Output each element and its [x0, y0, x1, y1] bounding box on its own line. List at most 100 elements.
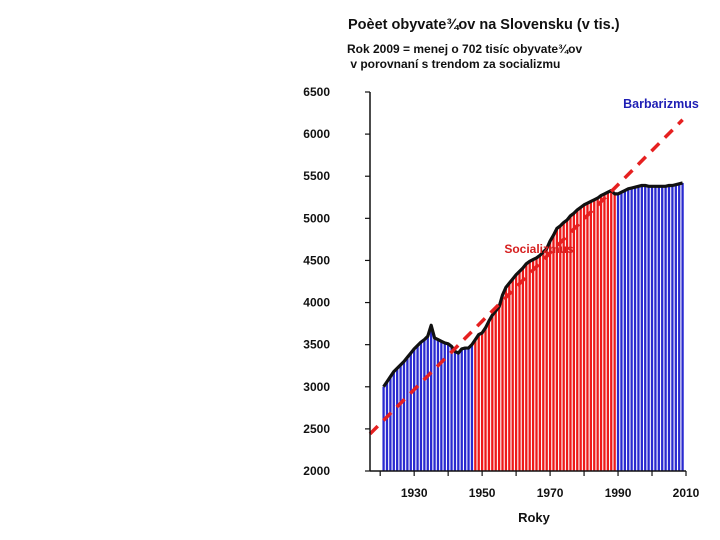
bar-1925: [396, 368, 399, 471]
bar-1994: [630, 188, 633, 471]
y-tick-label-5000: 5000: [303, 211, 330, 225]
bar-1923: [389, 376, 392, 471]
bar-1945: [463, 348, 467, 471]
bar-1995: [633, 187, 637, 472]
bar-1963: [525, 263, 528, 471]
bar-1951: [484, 327, 487, 471]
bar-1989: [613, 193, 616, 471]
bar-1921: [382, 386, 385, 471]
bar-1984: [596, 198, 599, 471]
bar-2000: [650, 186, 654, 471]
chart-subtitle-line-1: Rok 2009 = menej o 702 tisíc obyvate¾ov: [347, 42, 583, 56]
bar-1988: [610, 190, 613, 472]
bar-1971: [552, 235, 555, 471]
x-ticks: 1930 1950 1970 1990 2010: [379, 471, 700, 500]
bar-2002: [657, 186, 660, 471]
bar-1961: [518, 271, 521, 471]
x-tick-label-1970: 1970: [537, 486, 564, 500]
bar-1954: [494, 310, 497, 471]
x-tick-label-1990: 1990: [605, 486, 632, 500]
bar-1955: [497, 306, 501, 471]
bar-1966: [535, 257, 538, 471]
bar-1986: [603, 193, 606, 471]
bar-1976: [569, 215, 572, 471]
bar-1974: [562, 222, 565, 471]
bar-1942: [453, 351, 457, 471]
bar-1934: [426, 336, 429, 471]
bar-1978: [576, 209, 579, 471]
x-tick-label-1930: 1930: [401, 486, 428, 500]
bar-1929: [409, 353, 412, 471]
x-axis-label: Roky: [518, 510, 551, 525]
y-tick-label-6500: 6500: [303, 85, 330, 99]
bar-1997: [640, 185, 643, 472]
bar-1999: [647, 186, 650, 471]
bar-1926: [399, 364, 402, 471]
y-tick-label-4500: 4500: [303, 253, 330, 267]
bar-1980: [582, 204, 586, 472]
bar-1930: [413, 348, 416, 471]
bar-1996: [637, 186, 640, 471]
bar-1960: [514, 274, 518, 471]
bar-1938: [440, 341, 443, 471]
bar-1943: [457, 353, 460, 471]
bar-1967: [538, 255, 542, 471]
bar-1932: [419, 342, 423, 471]
y-tick-label-6000: 6000: [303, 127, 330, 141]
bar-2007: [674, 184, 677, 471]
bar-1941: [450, 346, 453, 471]
bar-1959: [511, 278, 514, 471]
y-tick-label-4000: 4000: [303, 296, 330, 310]
bar-1969: [545, 248, 548, 471]
bar-1992: [623, 190, 626, 472]
bar-1990: [616, 193, 620, 471]
bar-2005: [667, 185, 671, 472]
bar-2001: [654, 186, 657, 471]
bar-1979: [579, 207, 582, 471]
bar-1927: [402, 361, 406, 471]
bar-1946: [467, 348, 470, 471]
bar-1928: [406, 357, 409, 471]
bar-1944: [460, 348, 463, 471]
bar-1993: [627, 188, 630, 472]
y-tick-label-2500: 2500: [303, 422, 330, 436]
bar-1975: [565, 220, 569, 471]
bar-1962: [521, 268, 525, 471]
chart-title: Poèet obyvate¾ov na Slovensku (v tis.): [348, 17, 620, 33]
bar-2008: [678, 183, 681, 472]
bar-1982: [589, 201, 593, 472]
bar-1931: [416, 345, 419, 471]
bar-1970: [548, 241, 552, 471]
bar-1956: [501, 294, 504, 471]
bar-1987: [606, 192, 609, 471]
bar-1937: [436, 339, 440, 471]
x-tick-label-2010: 2010: [673, 486, 700, 500]
bar-1933: [423, 339, 426, 471]
y-tick-label-5500: 5500: [303, 169, 330, 183]
bar-1922: [385, 381, 389, 471]
bar-1965: [531, 259, 535, 471]
bar-1949: [477, 334, 480, 471]
bar-1977: [572, 213, 576, 471]
bar-1957: [504, 287, 508, 471]
bar-1981: [586, 203, 589, 472]
bar-1936: [433, 337, 436, 471]
bar-1947: [470, 344, 474, 471]
bar-1964: [528, 261, 531, 471]
bar-1950: [480, 332, 484, 471]
bar-2003: [661, 186, 664, 471]
bar-1939: [443, 342, 446, 471]
bar-1953: [491, 315, 494, 471]
annotation-barbarizmus: Barbarizmus: [623, 97, 699, 111]
bars-group: [382, 182, 684, 472]
bar-1952: [487, 321, 491, 471]
bar-1972: [555, 228, 559, 471]
bar-1948: [474, 339, 477, 471]
bar-2006: [671, 185, 674, 472]
bar-2004: [664, 186, 667, 471]
trend-line: [368, 118, 684, 436]
y-ticks: 2000 2500 3000 3500 4000 4500 5000 5500 6000 6500: [303, 85, 370, 478]
population-outline: [382, 181, 683, 388]
y-tick-label-2000: 2000: [303, 464, 330, 478]
